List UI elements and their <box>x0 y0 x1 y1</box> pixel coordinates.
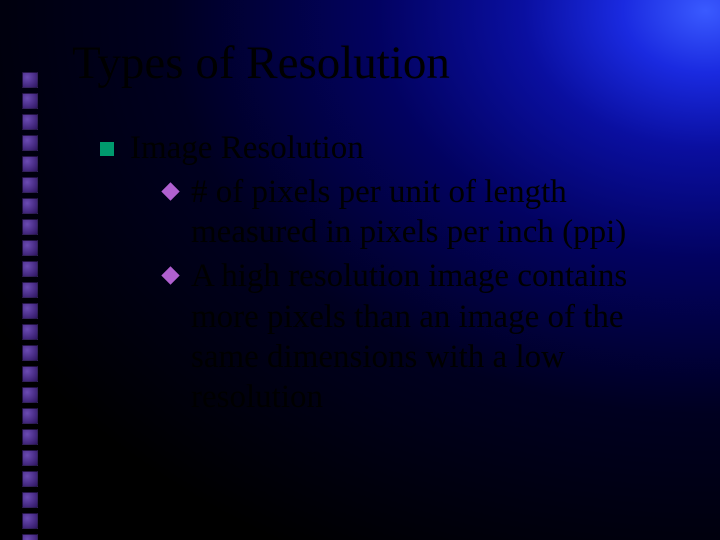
diamond-bullet-icon <box>161 267 179 285</box>
side-square-icon <box>22 324 38 340</box>
side-square-icon <box>22 492 38 508</box>
bullet-lvl2: A high resolution image contains more pi… <box>162 256 676 417</box>
side-square-icon <box>22 240 38 256</box>
side-square-icon <box>22 429 38 445</box>
side-square-icon <box>22 408 38 424</box>
side-square-icon <box>22 114 38 130</box>
side-square-icon <box>22 282 38 298</box>
side-square-icon <box>22 303 38 319</box>
side-decorative-squares <box>22 72 38 540</box>
square-bullet-icon <box>100 142 114 156</box>
side-square-icon <box>22 471 38 487</box>
slide-title: Types of Resolution <box>72 38 676 90</box>
bullet-lvl2: # of pixels per unit of length measured … <box>162 172 676 253</box>
side-square-icon <box>22 366 38 382</box>
side-square-icon <box>22 534 38 540</box>
side-square-icon <box>22 345 38 361</box>
side-square-icon <box>22 198 38 214</box>
bullet-lvl1-text: Image Resolution <box>130 130 364 166</box>
diamond-bullet-icon <box>161 182 179 200</box>
side-square-icon <box>22 261 38 277</box>
bullet-lvl2-text: A high resolution image contains more pi… <box>191 256 676 417</box>
bullet-lvl1: Image Resolution # of pixels per unit of… <box>100 128 676 418</box>
side-square-icon <box>22 72 38 88</box>
bullet-lvl2-text: # of pixels per unit of length measured … <box>191 172 676 253</box>
side-square-icon <box>22 387 38 403</box>
side-square-icon <box>22 156 38 172</box>
side-square-icon <box>22 513 38 529</box>
slide-body: Image Resolution # of pixels per unit of… <box>72 128 676 418</box>
side-square-icon <box>22 93 38 109</box>
slide: Types of Resolution Image Resolution # o… <box>0 0 720 540</box>
side-square-icon <box>22 450 38 466</box>
side-square-icon <box>22 219 38 235</box>
side-square-icon <box>22 177 38 193</box>
side-square-icon <box>22 135 38 151</box>
